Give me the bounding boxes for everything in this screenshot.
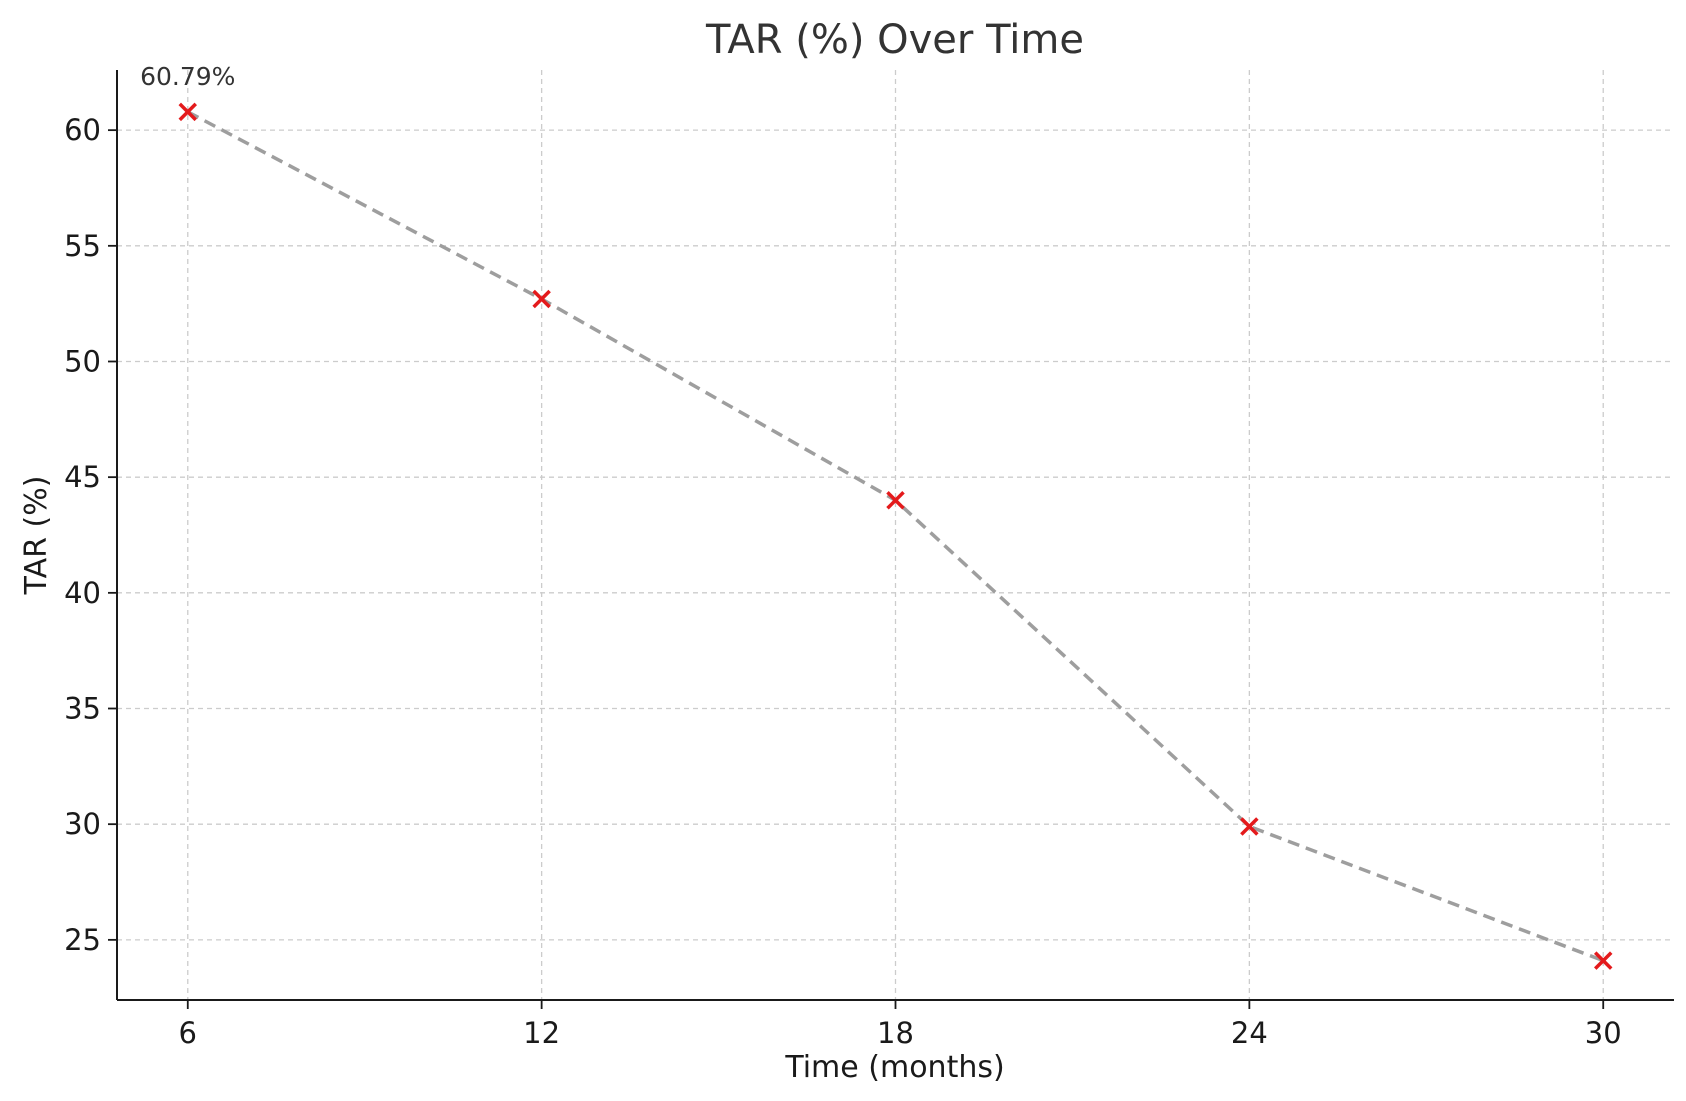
data-point-marker (1240, 817, 1259, 836)
ticks: 6 12 18 24 30 25 30 35 40 45 50 55 60 (64, 113, 1622, 1050)
data-label: 60.79% (140, 62, 235, 91)
y-axis-label: TAR (%) (19, 476, 54, 596)
x-tick-label: 6 (179, 1016, 197, 1050)
y-tick-label: 45 (64, 460, 101, 494)
chart-title: TAR (%) Over Time (705, 17, 1084, 63)
x-tick-label: 18 (877, 1016, 914, 1050)
grid (117, 70, 1674, 1000)
x-tick-label: 24 (1231, 1016, 1268, 1050)
data-point-marker (532, 289, 551, 309)
y-tick-label: 50 (64, 344, 101, 378)
data-point-marker (178, 102, 198, 122)
y-tick-label: 35 (64, 692, 101, 726)
y-tick-label: 40 (64, 576, 101, 610)
series-line (186, 110, 1604, 963)
x-axis-label: Time (months) (784, 1050, 1004, 1085)
y-tick-label: 30 (64, 807, 101, 841)
x-tick-label: 30 (1585, 1016, 1622, 1050)
x-tick-label: 12 (523, 1016, 560, 1050)
y-tick-label: 60 (64, 113, 101, 147)
y-tick-label: 25 (64, 923, 101, 957)
series-layer (178, 102, 1613, 970)
data-point-marker (886, 491, 905, 510)
data-point-marker (1593, 951, 1613, 970)
annotations: 60.79% (140, 62, 235, 91)
y-tick-label: 55 (64, 229, 101, 263)
